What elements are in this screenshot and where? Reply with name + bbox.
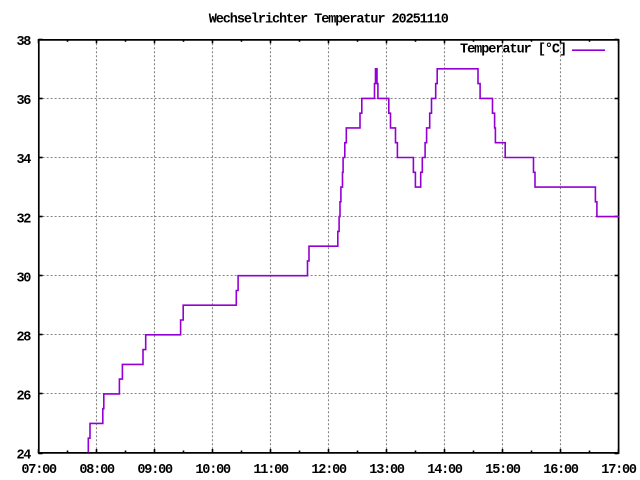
svg-text:08:00: 08:00 <box>79 463 115 478</box>
svg-text:Temperatur [°C]: Temperatur [°C] <box>460 43 566 58</box>
svg-text:30: 30 <box>17 271 32 286</box>
svg-text:26: 26 <box>17 390 32 405</box>
svg-text:16:00: 16:00 <box>543 463 579 478</box>
svg-text:28: 28 <box>17 331 32 346</box>
svg-text:09:00: 09:00 <box>137 463 173 478</box>
svg-text:14:00: 14:00 <box>427 463 463 478</box>
svg-text:Wechselrichter Temperatur 2025: Wechselrichter Temperatur 20251110 <box>209 12 449 27</box>
svg-text:36: 36 <box>17 94 32 109</box>
svg-text:38: 38 <box>17 35 32 50</box>
svg-text:07:00: 07:00 <box>21 463 57 478</box>
svg-text:12:00: 12:00 <box>311 463 347 478</box>
svg-text:13:00: 13:00 <box>369 463 405 478</box>
svg-text:11:00: 11:00 <box>253 463 289 478</box>
svg-text:34: 34 <box>17 153 32 168</box>
svg-text:17:00: 17:00 <box>601 463 637 478</box>
svg-text:15:00: 15:00 <box>485 463 521 478</box>
svg-text:10:00: 10:00 <box>195 463 231 478</box>
svg-text:24: 24 <box>17 449 32 464</box>
svg-text:32: 32 <box>17 212 32 227</box>
